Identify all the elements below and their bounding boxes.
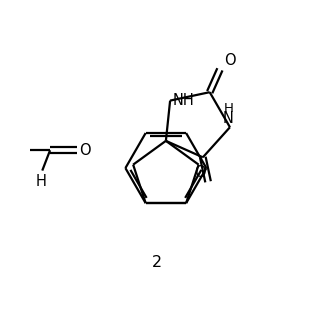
Text: 2: 2 [151,255,162,270]
Text: O: O [194,165,206,180]
Text: O: O [79,143,91,158]
Text: NH: NH [173,93,194,108]
Text: H: H [223,102,233,115]
Text: O: O [224,53,235,68]
Text: H: H [35,174,46,189]
Text: N: N [223,111,234,126]
